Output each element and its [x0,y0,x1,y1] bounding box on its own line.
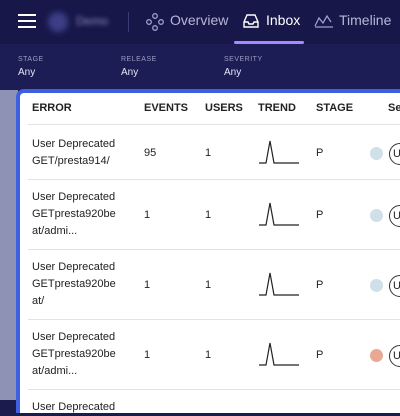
trend-sparkline [259,272,299,296]
filter-value[interactable]: Any [121,67,139,78]
row-separator [28,124,400,125]
inbox-icon [243,14,259,28]
error-text[interactable]: at/admi... [32,225,78,237]
trend-sparkline [259,140,299,164]
users: 1 [205,278,212,291]
filter-label: RELEASE [121,56,157,63]
assignee-badge[interactable]: U [389,344,400,367]
filter-label: SEVERITY [224,56,263,63]
row-separator [28,319,400,320]
trend-sparkline [259,342,299,366]
user-name: Demo [76,14,109,28]
column-header: Se [388,102,400,114]
assignee-badge[interactable]: U [389,143,400,165]
events: 1 [144,348,151,361]
status-dot [370,208,383,222]
column-header: USERS [205,102,243,114]
events: 95 [144,147,157,159]
row-separator [28,179,400,180]
column-header: ERROR [32,102,72,114]
stage: P [316,147,324,159]
stage: P [316,208,324,221]
users: 1 [205,147,212,159]
error-text[interactable]: GETpresta920be [32,208,116,220]
menu-button[interactable] [18,14,36,28]
avatar [48,12,68,32]
sidebar-strip [0,90,18,400]
error-text[interactable]: GETpresta920be [32,348,116,360]
column-header: TREND [258,102,296,114]
assignee-badge[interactable]: U [389,274,400,297]
users: 1 [205,208,212,221]
row-separator [28,249,400,250]
nav-inbox[interactable]: Inbox [266,12,301,28]
filter-value[interactable]: Any [18,67,36,78]
error-text[interactable]: User Deprecated [32,261,116,273]
users: 1 [205,348,212,361]
error-text[interactable]: User Deprecated [32,138,116,150]
column-header: STAGE [316,102,354,114]
status-dot [370,147,383,160]
error-text[interactable]: at/admi... [32,365,78,377]
error-text[interactable]: GET/presta914/ [32,155,110,167]
table-card [16,89,400,413]
events: 1 [144,278,151,291]
overview-icon [146,13,164,31]
status-dot [370,278,383,292]
trend-sparkline [259,202,299,226]
row-separator [28,389,400,390]
divider [128,12,129,32]
error-text[interactable]: at/ [32,295,45,307]
stage: P [316,278,324,291]
error-text[interactable]: User Deprecated [32,401,116,413]
filter-value[interactable]: Any [224,67,242,78]
timeline-icon [314,14,333,28]
status-dot [370,348,383,362]
error-text[interactable]: User Deprecated [32,191,116,203]
filter-bar: STAGE Any RELEASE Any SEVERITY Any [0,44,400,90]
active-indicator [234,41,304,44]
nav-timeline[interactable]: Timeline [339,12,392,28]
assignee-badge[interactable]: U [389,204,400,227]
stage: P [316,348,324,361]
events: 1 [144,208,151,221]
top-nav: Demo Overview Inbox Timeline [0,0,400,44]
error-text[interactable]: GETpresta920be [32,278,116,290]
column-header: EVENTS [144,102,189,114]
error-text[interactable]: User Deprecated [32,331,116,343]
table: ERROR EVENTS USERS TREND STAGE Se User Depreca… [28,102,400,413]
filter-label: STAGE [18,56,44,63]
nav-overview[interactable]: Overview [170,12,229,28]
